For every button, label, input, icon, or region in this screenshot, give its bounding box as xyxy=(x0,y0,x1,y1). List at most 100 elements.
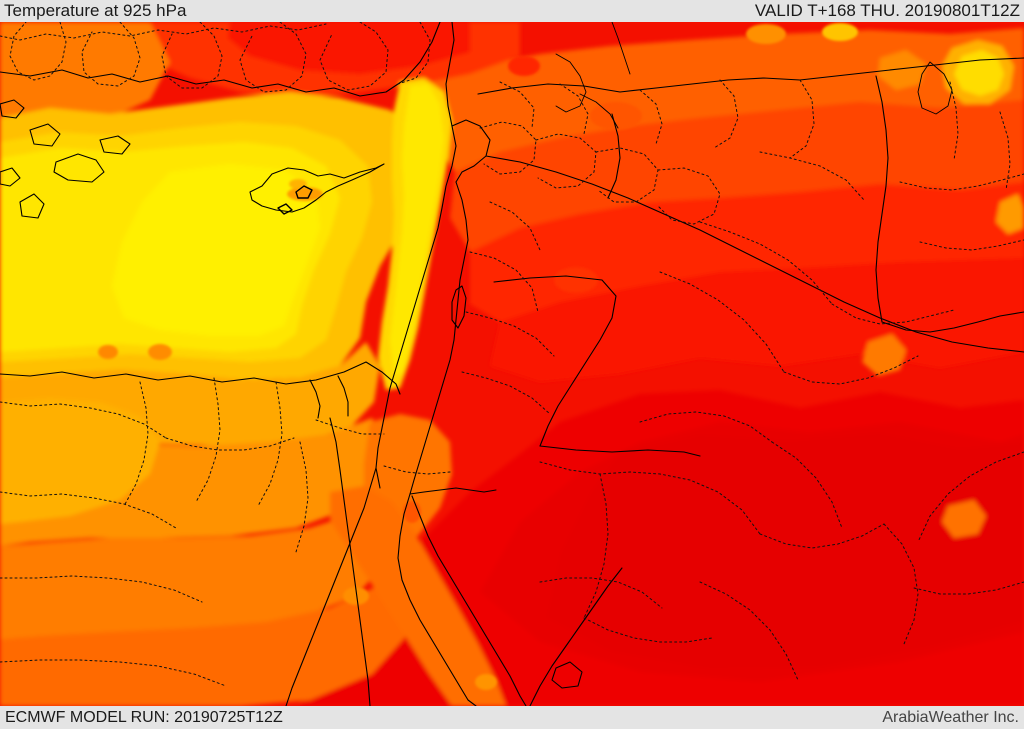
temperature-field xyxy=(0,22,1024,706)
admin-iraq-3 xyxy=(699,221,833,305)
border-iraq-iran-south xyxy=(881,311,1024,333)
border-turkey-syria xyxy=(477,57,1024,95)
admin-jordan-4 xyxy=(489,201,541,251)
temp-band-egypt-inland-2 xyxy=(0,492,396,640)
coastline-crete xyxy=(53,153,105,183)
border-lebanon xyxy=(451,119,491,183)
feature-tigris xyxy=(611,22,631,75)
temp-blob-redsea-2 xyxy=(475,674,497,690)
temp-band-levant-coast-inner xyxy=(390,84,444,374)
temp-blob-jordan-e xyxy=(554,267,598,293)
admin-egypt-sinai-2 xyxy=(383,465,451,475)
feature-euphrates xyxy=(579,93,619,129)
admin-egypt-sinai-1 xyxy=(315,419,385,435)
admin-iran-3 xyxy=(949,81,959,161)
coastline-aegean-island-2 xyxy=(29,123,61,147)
admin-saudi-9 xyxy=(917,451,1024,543)
provider-credit: ArabiaWeather Inc. xyxy=(882,709,1019,726)
temp-band-egypt-south xyxy=(0,558,420,706)
temp-band-turkey-hot-core xyxy=(228,22,470,74)
temp-band-36 xyxy=(430,28,1024,172)
valid-time-label: VALID T+168 THU. 20190801T12Z xyxy=(754,1,1020,20)
temp-patch-right-3 xyxy=(942,500,986,538)
border-iraq-saudi xyxy=(485,155,1024,353)
temp-blob-cyprus-warm2 xyxy=(289,179,307,189)
admin-turkey-2 xyxy=(81,22,141,87)
admin-syria-6 xyxy=(559,83,589,135)
admin-saudi-5 xyxy=(883,523,919,645)
admin-saudi-1 xyxy=(539,461,761,535)
coastline-aegean-island-4 xyxy=(99,135,131,155)
admin-egypt-5 xyxy=(257,381,283,507)
feature-redsea-island xyxy=(551,661,583,689)
page-title: Temperature at 925 hPa xyxy=(4,1,187,20)
admin-iraq-1 xyxy=(789,79,815,159)
temp-band-libya-warm xyxy=(0,398,160,524)
temp-patch-right-1 xyxy=(996,194,1024,234)
temperature-map[interactable] xyxy=(0,22,1024,706)
coastline-egypt-redsea-west xyxy=(285,467,377,706)
admin-jordan-3 xyxy=(461,371,551,415)
admin-saudi-10 xyxy=(913,581,1024,595)
coastline-sinai-east xyxy=(411,495,527,706)
admin-turkey-5 xyxy=(319,22,389,91)
border-jordan-valley xyxy=(409,181,469,495)
admin-syria-3 xyxy=(595,147,659,203)
border-iraq-iran xyxy=(875,75,889,323)
admin-egypt-4 xyxy=(195,377,221,503)
border-jordan-saudi-south xyxy=(539,445,701,457)
admin-jordan-2 xyxy=(465,311,555,357)
coastline-turkey-south xyxy=(0,22,441,97)
admin-egypt-6 xyxy=(0,491,177,529)
admin-syria-4 xyxy=(657,167,721,225)
admin-turkey-7 xyxy=(0,23,327,41)
admin-saudi-7 xyxy=(639,411,773,443)
admin-egypt-2 xyxy=(165,437,295,451)
coastline-cyprus xyxy=(249,163,385,213)
coastline-aegean-island-5 xyxy=(0,167,21,187)
admin-borders-layer xyxy=(0,22,1024,687)
admin-turkey-3 xyxy=(161,22,223,89)
temp-band-26 xyxy=(112,164,320,336)
temp-blob-euphrates xyxy=(590,102,642,130)
admin-egypt-7 xyxy=(0,575,203,603)
coastline-cyprus-detail-2 xyxy=(277,203,293,215)
coastline-levant xyxy=(375,22,457,489)
coastline-cyprus-detail-1 xyxy=(295,185,313,199)
admin-iran-1 xyxy=(899,173,1024,191)
admin-turkey-1 xyxy=(9,22,67,81)
coastline-egypt-med xyxy=(0,361,401,395)
admin-egypt-1 xyxy=(0,401,167,439)
admin-syria-7 xyxy=(639,89,663,145)
coastline-aegean-island-3 xyxy=(19,193,45,219)
admin-egypt-8 xyxy=(0,659,227,687)
coastline-aegean-island-1 xyxy=(0,99,25,119)
feature-nile-damietta xyxy=(337,375,349,417)
admin-syria-5 xyxy=(499,81,535,129)
model-run-label: ECMWF MODEL RUN: 20190725T12Z xyxy=(5,709,283,726)
temperature-heatmap-svg xyxy=(0,22,1024,706)
temp-blob-crete xyxy=(148,344,172,360)
admin-iraq-4 xyxy=(659,271,785,373)
temp-band-aegean-warm xyxy=(0,22,170,126)
admin-saudi-3 xyxy=(759,523,885,549)
coastline-saudi-redsea xyxy=(529,567,623,706)
coastline-sinai-west xyxy=(397,493,477,706)
admin-jordan-1 xyxy=(469,251,539,313)
feature-lake-assad xyxy=(555,53,587,113)
coastlines-layer xyxy=(0,22,1024,706)
admin-syria-8 xyxy=(713,79,739,149)
border-syria-iraq-n xyxy=(607,113,621,199)
admin-egypt-9 xyxy=(295,441,309,553)
feature-dead-sea xyxy=(451,285,467,329)
admin-turkey-4 xyxy=(239,22,307,93)
admin-iraq-2 xyxy=(759,151,865,201)
admin-saudi-6 xyxy=(583,617,713,643)
admin-saudi-2 xyxy=(583,473,609,619)
feature-nile-rosetta xyxy=(309,379,321,419)
temp-blob-med-1 xyxy=(98,345,118,359)
temp-blob-turkey-cool xyxy=(746,24,786,44)
feature-lake-urmia xyxy=(917,61,953,115)
admin-saudi-4 xyxy=(699,581,799,681)
